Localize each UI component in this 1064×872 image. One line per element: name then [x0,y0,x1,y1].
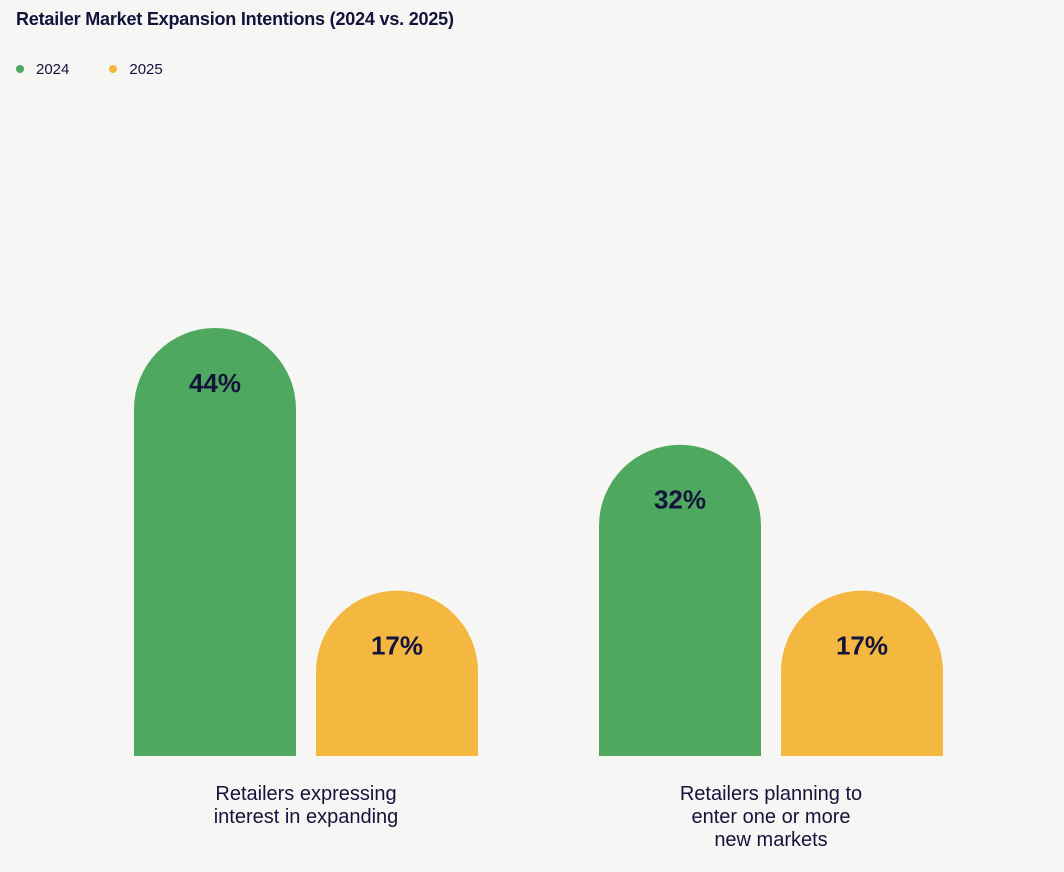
legend-label-2024: 2024 [36,60,70,78]
category-label-2-line-3: new markets [714,829,828,851]
bar-value-label-2025-group-2: 17% [836,631,888,661]
legend-label-2025: 2025 [129,60,163,78]
bar-2025-group-1 [316,590,478,756]
bar-group-1: 44% 17% [134,328,478,756]
bar-2025-group-2 [781,590,943,756]
bar-group-2: 32% 17% [599,444,943,756]
category-label-2-line-2: enter one or more [691,806,851,828]
category-label-1-line-1: Retailers expressing [215,783,397,805]
bar-2024-group-2 [599,444,761,756]
legend-dot-2025 [109,65,118,73]
legend-item-2024: 2024 [16,61,69,78]
bar-value-label-2024-group-1: 44% [189,368,241,398]
bar-2024-group-1 [134,328,296,756]
category-label-2-line-1: Retailers planning to [679,783,863,805]
bar-value-label-2025-group-1: 17% [371,631,423,661]
category-label-1: Retailers expressing interest in expandin… [156,783,456,829]
chart-title: Retailer Market Expansion Intentions (20… [16,9,454,29]
category-label-1-line-2: interest in expanding [213,806,399,828]
legend-item-2025: 2025 [109,60,163,78]
bar-value-label-2024-group-2: 32% [654,485,706,515]
chart-legend: 2024 2025 [16,59,203,79]
legend-dot-2024 [16,65,24,73]
category-label-2: Retailers planning to enter one or more ne… [621,783,921,852]
